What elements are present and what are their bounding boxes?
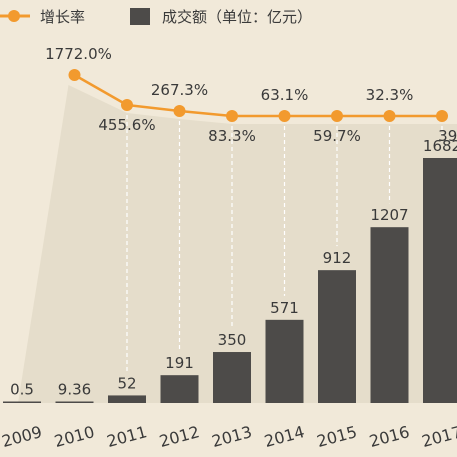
- bar-2012: [160, 375, 199, 403]
- bar-value-label-2010: 9.36: [58, 381, 91, 399]
- bar-value-label-2016: 1207: [370, 206, 408, 224]
- bar-value-label-2013: 350: [218, 331, 247, 349]
- legend-line-marker: [8, 10, 20, 22]
- bar-value-label-2009: 0.5: [10, 381, 34, 399]
- growth-label-2014: 63.1%: [261, 86, 309, 104]
- growth-point-2014: [278, 110, 291, 122]
- growth-point-2015: [331, 110, 343, 122]
- bar-value-label-2014: 571: [270, 299, 299, 317]
- dash-guides: [126, 115, 443, 372]
- bar-2009: [3, 401, 41, 403]
- bar-value-label-2015: 912: [323, 249, 352, 267]
- bar-2016: [370, 227, 409, 403]
- bar-value-label-2012: 191: [165, 354, 194, 372]
- bar-2015: [318, 270, 356, 403]
- growth-point-2011: [121, 99, 133, 111]
- growth-point-2012: [173, 105, 186, 117]
- growth-label-2016: 32.3%: [366, 86, 414, 104]
- bar-value-labels: 0.5 9.36 52 191 350 571 912 1207 1682: [10, 137, 457, 399]
- legend-line-label: 增长率: [40, 8, 85, 26]
- bar-2010: [55, 401, 94, 403]
- growth-label-2013: 83.3%: [208, 127, 256, 145]
- bar-2011: [108, 395, 146, 403]
- legend: 增长率 成交额（单位：亿元）: [0, 8, 312, 26]
- legend-bar-label: 成交额（单位：亿元）: [162, 8, 312, 26]
- growth-rate-line: [73, 73, 442, 118]
- bar-2013: [213, 352, 251, 403]
- growth-label-2010: 1772.0%: [45, 45, 112, 63]
- bar-value-label-2017: 1682: [423, 137, 457, 155]
- growth-point-2017: [436, 110, 448, 122]
- growth-point-2013: [226, 110, 238, 122]
- growth-point-2016: [383, 110, 396, 122]
- bar-value-label-2011: 52: [117, 374, 136, 392]
- growth-label-2011: 455.6%: [98, 116, 155, 134]
- growth-label-2012: 267.3%: [151, 81, 208, 99]
- legend-bar-swatch: [130, 8, 150, 25]
- bar-2017: [423, 158, 457, 403]
- growth-label-2017: 39.4%: [438, 127, 457, 145]
- growth-rate-points: [68, 69, 448, 122]
- growth-label-2015: 59.7%: [313, 127, 361, 145]
- growth-rate-labels: 1772.0% 455.6% 267.3% 83.3% 63.1% 59.7% 32.3% 3…: [45, 45, 457, 145]
- growth-point-2010: [68, 69, 81, 81]
- bar-series: [3, 158, 457, 403]
- bar-2014: [265, 319, 304, 403]
